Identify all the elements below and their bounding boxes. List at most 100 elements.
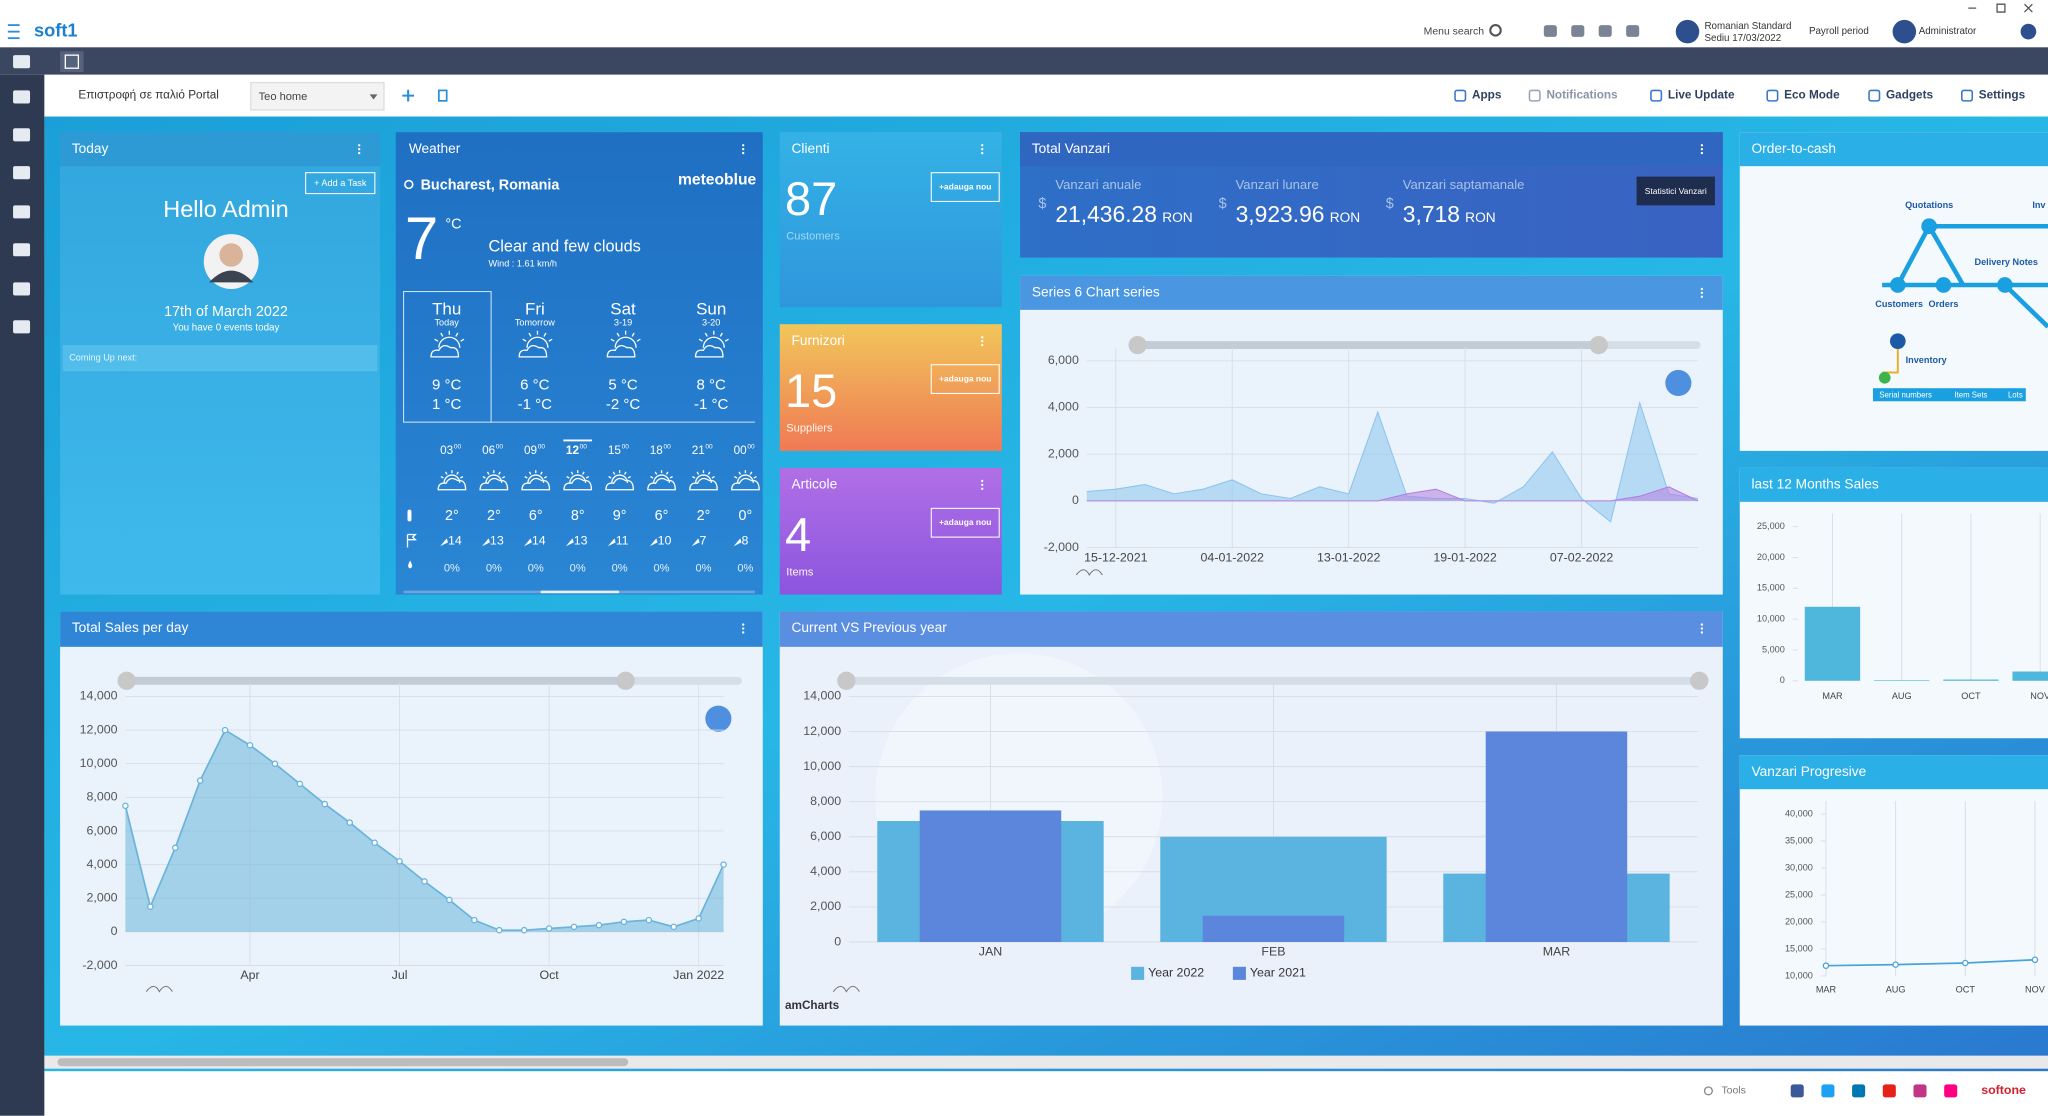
hour-icon-cloud	[647, 477, 676, 491]
menu-dot[interactable]	[981, 144, 984, 147]
sidebar-icon[interactable]	[13, 205, 31, 219]
social-icon[interactable]	[1913, 1084, 1927, 1098]
menu-search[interactable]: Menu search	[1424, 26, 1485, 37]
sidebar-icon[interactable]	[13, 166, 31, 180]
sidebar-icon[interactable]	[13, 55, 31, 69]
hamburger-line[interactable]	[7, 24, 20, 27]
hamburger-line[interactable]	[7, 37, 20, 40]
toolbar-link[interactable]: Gadgets	[1886, 89, 1933, 102]
menu-dot[interactable]	[1700, 151, 1704, 155]
panel-header	[1739, 132, 2048, 167]
sidebar-icon[interactable]	[13, 243, 31, 257]
menu-dot[interactable]	[981, 487, 984, 490]
sidebar-icon[interactable]	[13, 128, 31, 142]
toolbar-link[interactable]: Eco Mode	[1784, 89, 1840, 102]
flow-label: Customers	[1875, 299, 1923, 309]
header-icon[interactable]	[1598, 25, 1612, 37]
toolbar-link[interactable]: Settings	[1979, 89, 2026, 102]
flow-node[interactable]	[1997, 277, 2013, 293]
menu-dot[interactable]	[742, 623, 745, 626]
x-tick-label: OCT	[1956, 985, 1976, 995]
inventory-sub[interactable]	[1878, 371, 1891, 384]
back-link[interactable]: Επιστροφή σε παλιό Portal	[78, 89, 219, 102]
delete-button[interactable]	[438, 89, 448, 102]
hour-icon-ray	[696, 471, 700, 475]
menu-dot[interactable]	[742, 148, 745, 151]
flow-tab[interactable]: Serial numbers	[1879, 390, 1932, 399]
social-icon[interactable]	[1882, 1084, 1896, 1098]
chart-scrollbar-grip[interactable]	[1128, 335, 1147, 355]
menu-dot[interactable]	[358, 144, 361, 147]
menu-dot[interactable]	[1700, 631, 1704, 634]
menu-dot[interactable]	[981, 343, 984, 347]
menu-dot[interactable]	[1700, 627, 1704, 630]
help-icon[interactable]	[2020, 23, 2037, 40]
sidebar-icon[interactable]	[13, 90, 31, 104]
sidebar-icon[interactable]	[13, 320, 31, 334]
social-icon[interactable]	[1852, 1084, 1866, 1098]
chart-scrollbar-grip[interactable]	[1589, 335, 1608, 355]
chart-scrollbar-grip[interactable]	[837, 671, 856, 690]
social-icon[interactable]	[1944, 1084, 1958, 1098]
menu-dot[interactable]	[1700, 291, 1704, 295]
menu-dot[interactable]	[742, 627, 745, 630]
menu-dot[interactable]	[1700, 148, 1704, 151]
sidebar-icon[interactable]	[13, 282, 31, 296]
menu-dot[interactable]	[981, 340, 984, 343]
menu-dot[interactable]	[742, 151, 745, 155]
count: 87	[785, 172, 837, 225]
add-task-button[interactable]	[305, 172, 376, 195]
menu-dot[interactable]	[742, 631, 745, 634]
menu-dot[interactable]	[981, 151, 984, 155]
window-controls[interactable]	[1968, 3, 2033, 13]
chart-scrollbar-grip[interactable]	[117, 671, 136, 690]
inventory-node[interactable]	[1889, 333, 1906, 350]
flow-node[interactable]	[1889, 277, 1906, 293]
menu-dot[interactable]	[981, 336, 984, 339]
add-button[interactable]	[930, 364, 1000, 394]
add-button[interactable]	[402, 89, 415, 102]
menu-dot[interactable]	[981, 479, 984, 483]
toolbar-link[interactable]: Apps	[1472, 89, 1502, 102]
menu-dot[interactable]	[981, 483, 984, 487]
menu-dot[interactable]	[742, 144, 745, 147]
zoom-out-button[interactable]	[705, 705, 732, 732]
chart-scrollbar-grip[interactable]	[1690, 671, 1709, 690]
header-icon[interactable]	[1543, 25, 1557, 37]
dashboard-tab[interactable]	[60, 51, 84, 73]
zoom-out-button[interactable]	[1665, 369, 1692, 397]
menu-dot[interactable]	[358, 151, 361, 155]
flow-tab[interactable]: Item Sets	[1954, 390, 1987, 399]
social-icon[interactable]	[1790, 1084, 1804, 1098]
menu-dot[interactable]	[1700, 287, 1704, 291]
add-button[interactable]	[930, 172, 1000, 202]
user-avatar	[1892, 19, 1917, 44]
chart-scrollbar-grip[interactable]	[616, 671, 635, 690]
wind-arrow	[649, 538, 658, 547]
header-icon[interactable]	[1626, 25, 1640, 37]
menu-dot[interactable]	[1700, 623, 1704, 626]
menu-dot[interactable]	[1700, 295, 1704, 298]
stats-button[interactable]	[1636, 176, 1715, 206]
flow-node[interactable]	[1921, 218, 1937, 235]
line	[1086, 486, 1699, 502]
toolbar-link[interactable]: Live Update	[1668, 89, 1735, 102]
chart-scrollbar-range[interactable]	[126, 676, 626, 685]
payroll-period[interactable]: Payroll period	[1809, 26, 1869, 37]
header-icon[interactable]	[1571, 25, 1585, 37]
flow-label: Inv	[2032, 200, 2046, 210]
menu-dot[interactable]	[1700, 144, 1704, 147]
user-menu[interactable]: Administrator	[1919, 26, 1977, 37]
social-icon[interactable]	[1821, 1084, 1835, 1098]
chart-scrollbar-range[interactable]	[1137, 341, 1599, 350]
flow-tab[interactable]: Lots	[2008, 390, 2023, 399]
toolbar-link[interactable]: Notifications	[1546, 89, 1618, 102]
add-button[interactable]	[930, 507, 1000, 538]
flow-node[interactable]	[1935, 277, 1952, 293]
hamburger-line[interactable]	[7, 30, 20, 33]
menu-dot[interactable]	[358, 148, 361, 151]
home-select[interactable]	[250, 81, 385, 111]
tools-link[interactable]: Tools	[1721, 1086, 1745, 1097]
menu-dot[interactable]	[981, 148, 984, 151]
scrollbar-thumb[interactable]	[57, 1058, 629, 1067]
